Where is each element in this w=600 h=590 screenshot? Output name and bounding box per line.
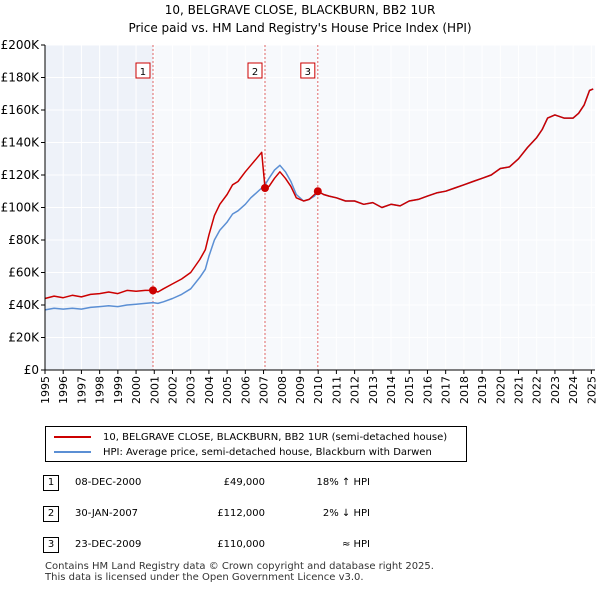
y-tick-label: £0: [24, 363, 39, 377]
legend-label-property: 10, BELGRAVE CLOSE, BLACKBURN, BB2 1UR (…: [103, 431, 448, 443]
transaction-date: 08-DEC-2000: [75, 477, 142, 488]
x-tick-label: 2020: [494, 376, 507, 404]
sale-point: [313, 187, 322, 196]
transaction-number: 1: [43, 475, 59, 491]
x-tick-label: 2001: [148, 376, 161, 404]
x-tick-label: 2008: [276, 376, 289, 404]
x-tick-label: 2023: [549, 376, 562, 404]
transaction-row-2: 2 30-JAN-2007 £112,000 2% ↓ HPI: [0, 506, 600, 522]
legend-item-property: 10, BELGRAVE CLOSE, BLACKBURN, BB2 1UR (…: [54, 430, 447, 444]
x-tick-label: 2006: [239, 376, 252, 404]
footer-licence: This data is licensed under the Open Gov…: [45, 572, 364, 583]
x-tick-label: 2025: [585, 376, 598, 404]
sale-point: [261, 184, 269, 192]
transaction-hpi: ≈ HPI: [341, 539, 370, 550]
y-tick-label: £140K: [1, 136, 41, 150]
y-tick-label: £100K: [1, 201, 41, 215]
price-chart: 1 2 3 £0 £20K £40K £60K £80K £100K £120K £140K £160…: [1, 38, 599, 404]
sale-marker-box: [247, 62, 263, 79]
transaction-date: 23-DEC-2009: [75, 539, 142, 550]
legend-swatch-hpi: [54, 451, 91, 453]
sale-marker-box: [135, 62, 151, 79]
x-tick-label: 2011: [330, 376, 343, 404]
sale-marker-box: [300, 62, 316, 79]
x-tick-label: 1999: [112, 376, 125, 404]
x-tick-label: 2018: [458, 376, 471, 404]
x-tick-label: 2010: [312, 376, 325, 404]
transaction-price: £49,000: [223, 477, 265, 488]
legend: 10, BELGRAVE CLOSE, BLACKBURN, BB2 1UR (…: [45, 426, 467, 462]
transaction-price: £110,000: [217, 539, 265, 550]
x-tick-label: 2015: [403, 376, 416, 404]
sale-point: [148, 286, 157, 295]
x-tick-label: 2000: [130, 376, 143, 404]
x-tick-label: 2009: [294, 376, 307, 404]
x-tick-label: 2012: [349, 376, 362, 404]
y-tick-label: £80K: [8, 233, 40, 247]
y-tick-label: £160K: [1, 103, 41, 117]
y-tick-label: £200K: [1, 38, 41, 52]
legend-swatch-property: [54, 436, 91, 438]
chart-subtitle: Price paid vs. HM Land Registry's House …: [128, 21, 472, 35]
transaction-hpi: 2% ↓ HPI: [322, 508, 370, 519]
x-tick-label: 2022: [531, 376, 544, 404]
footer-copyright: Contains HM Land Registry data © Crown c…: [45, 561, 434, 572]
y-tick-label: £120K: [1, 168, 41, 182]
sale-marker-label: 2: [252, 67, 258, 78]
x-tick-label: 2005: [221, 376, 234, 404]
x-tick-label: 2003: [185, 376, 198, 404]
x-tick-label: 1996: [57, 376, 70, 404]
x-tick-label: 2019: [476, 376, 489, 404]
x-tick-label: 2007: [258, 376, 271, 404]
x-tick-label: 2024: [567, 376, 580, 404]
transaction-date: 30-JAN-2007: [75, 508, 139, 519]
x-tick-label: 1997: [75, 376, 88, 404]
transaction-number: 2: [43, 506, 59, 522]
x-tick-label: 2016: [421, 376, 434, 404]
y-tick-label: £20K: [8, 331, 40, 345]
x-tick-label: 1995: [39, 376, 52, 404]
x-tick-label: 1998: [94, 376, 107, 404]
x-tick-label: 2014: [385, 376, 398, 404]
transaction-price: £112,000: [217, 508, 265, 519]
y-tick-label: £60K: [8, 266, 40, 280]
x-tick-label: 2017: [440, 376, 453, 404]
x-tick-label: 2004: [203, 376, 216, 404]
x-tick-label: 2013: [367, 376, 380, 404]
y-tick-label: £180K: [1, 71, 41, 85]
chart-title: 10, BELGRAVE CLOSE, BLACKBURN, BB2 1UR: [164, 3, 436, 17]
transaction-row-1: 1 08-DEC-2000 £49,000 18% ↑ HPI: [0, 475, 600, 491]
sale-marker-label: 3: [305, 67, 311, 78]
transaction-row-3: 3 23-DEC-2009 £110,000 ≈ HPI: [0, 537, 600, 553]
x-tick-label: 2021: [513, 376, 526, 404]
legend-label-hpi: HPI: Average price, semi-detached house,…: [103, 446, 432, 458]
transaction-hpi: 18% ↑ HPI: [316, 477, 370, 488]
sale-marker-label: 1: [140, 67, 146, 78]
legend-item-hpi: HPI: Average price, semi-detached house,…: [54, 445, 432, 459]
x-tick-label: 2002: [166, 376, 179, 404]
transaction-number: 3: [43, 537, 59, 553]
y-tick-label: £40K: [8, 298, 40, 312]
